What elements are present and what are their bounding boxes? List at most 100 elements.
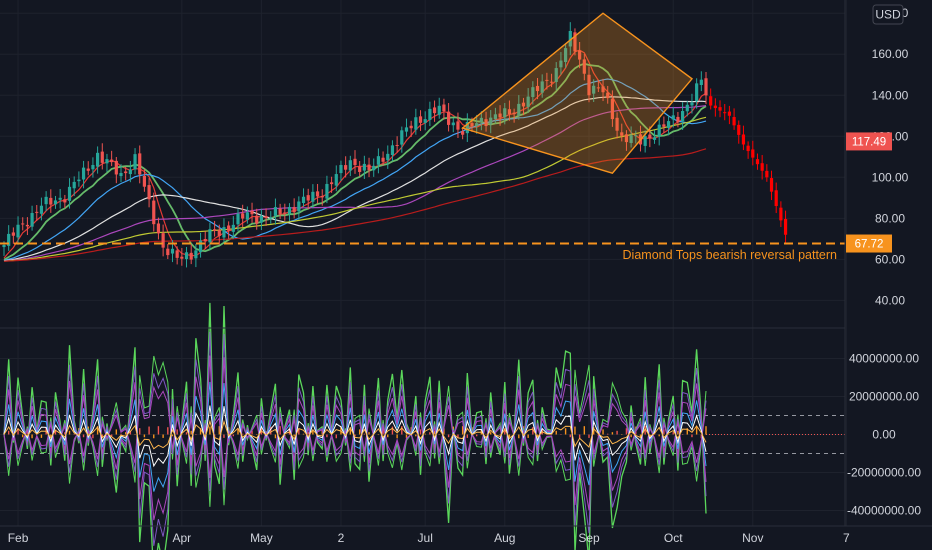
candle: [114, 160, 118, 175]
candle: [278, 208, 282, 214]
candle: [620, 132, 624, 136]
time-tick-label[interactable]: May: [250, 531, 273, 545]
price-tick-label[interactable]: 140.00: [872, 88, 909, 102]
candle: [666, 121, 671, 128]
candle: [311, 191, 315, 202]
candle: [269, 217, 273, 219]
candle: [498, 113, 502, 118]
candle: [681, 111, 685, 122]
price-tick-label[interactable]: 100.00: [872, 170, 909, 184]
candle: [493, 114, 497, 120]
candle: [592, 85, 596, 94]
candle: [432, 107, 437, 114]
projected-candle: [779, 207, 783, 221]
candle: [44, 196, 48, 205]
candle: [358, 166, 362, 172]
currency-button[interactable]: USD: [872, 4, 904, 25]
candle: [624, 134, 629, 143]
candle: [596, 87, 600, 89]
candle: [540, 81, 544, 93]
candle: [578, 50, 582, 60]
candle: [96, 152, 100, 167]
candle: [315, 191, 320, 197]
price-tick-label[interactable]: 40.00: [875, 293, 905, 307]
candle: [573, 32, 577, 52]
time-tick-label[interactable]: Jul: [418, 531, 433, 545]
candle: [587, 74, 591, 96]
candle: [306, 195, 310, 201]
candle: [330, 182, 334, 185]
candle: [348, 160, 352, 171]
time-tick-label[interactable]: Aug: [494, 531, 515, 545]
ma-line-115: [3, 148, 707, 262]
candle: [30, 213, 34, 227]
currency-button-label[interactable]: USD: [875, 8, 901, 22]
candle: [447, 111, 451, 125]
projected-candle: [713, 105, 717, 109]
price-tick-label[interactable]: 60.00: [875, 252, 905, 266]
projected-candle: [774, 190, 778, 207]
osc-tick-label[interactable]: -40000000.00: [847, 504, 921, 518]
osc-tick-label[interactable]: 20000000.00: [849, 390, 919, 404]
projected-candle: [737, 124, 741, 135]
candle: [479, 117, 483, 123]
time-tick-label[interactable]: Nov: [742, 531, 763, 545]
oscillator-axis[interactable]: 40000000.00 20000000.00 0.00 -20000000.00 -4…: [847, 352, 921, 518]
candle: [367, 164, 371, 171]
time-tick-label[interactable]: Oct: [664, 531, 683, 545]
time-tick-label[interactable]: Sep: [578, 531, 600, 545]
osc-tick-label[interactable]: -20000000.00: [847, 466, 921, 480]
candle: [470, 123, 474, 127]
candle: [241, 213, 245, 219]
time-tick-label[interactable]: Apr: [172, 531, 191, 545]
candle: [404, 127, 409, 132]
candle: [695, 83, 699, 102]
candle: [124, 171, 128, 174]
price-tick-label[interactable]: 80.00: [875, 211, 905, 225]
candle: [58, 197, 62, 200]
candle: [166, 248, 170, 256]
candle: [521, 102, 526, 107]
price-tick-label[interactable]: 160.00: [872, 47, 909, 61]
candle: [142, 175, 146, 187]
candle: [414, 117, 418, 130]
candle: [156, 223, 161, 234]
candle: [25, 224, 29, 227]
candle: [39, 205, 44, 214]
candle: [381, 157, 385, 162]
currency-button-frame[interactable]: [872, 4, 904, 25]
candle: [657, 124, 661, 137]
candle: [461, 131, 465, 135]
osc-tick-label[interactable]: 40000000.00: [849, 352, 919, 366]
candle: [77, 179, 81, 182]
price-badge-label: 67.72: [855, 239, 884, 251]
candle: [128, 169, 132, 175]
candle: [390, 145, 395, 156]
candle: [105, 159, 109, 164]
candle: [72, 181, 76, 189]
candle: [568, 30, 572, 47]
time-axis[interactable]: Feb Apr May 2 Jul Aug Sep Oct Nov 7: [8, 531, 850, 545]
candle: [198, 240, 203, 253]
candle: [456, 121, 460, 130]
candle: [643, 136, 647, 146]
price-badges: 117.49 67.72: [846, 132, 892, 253]
candle: [601, 86, 605, 93]
candle: [67, 186, 72, 201]
candle: [147, 185, 151, 200]
candle: [526, 96, 530, 107]
candle: [606, 92, 610, 99]
price-badge-label: 117.49: [852, 136, 886, 148]
time-tick-label[interactable]: 7: [843, 531, 850, 545]
candle: [545, 79, 549, 81]
candle: [11, 232, 15, 236]
candle: [217, 230, 221, 236]
time-tick-label[interactable]: Feb: [8, 531, 29, 545]
osc-tick-label[interactable]: 0.00: [872, 428, 896, 442]
time-tick-label[interactable]: 2: [338, 531, 345, 545]
osc-line: [3, 405, 707, 468]
candle: [344, 165, 348, 170]
candle: [231, 224, 235, 232]
projected-candle: [709, 96, 713, 106]
